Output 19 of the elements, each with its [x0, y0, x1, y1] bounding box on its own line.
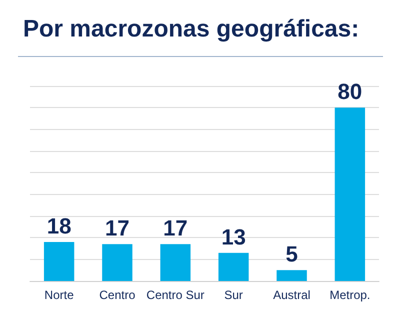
- data-label: 80: [338, 79, 362, 104]
- bar: [44, 242, 74, 281]
- chart-title: Por macrozonas geográficas:: [23, 16, 360, 42]
- data-label: 13: [221, 224, 246, 250]
- x-tick-label: Norte: [44, 288, 74, 302]
- bar: [160, 244, 191, 281]
- x-tick-label: Austral: [273, 288, 310, 302]
- bar: [276, 270, 307, 281]
- x-tick-label: Metrop.: [330, 288, 370, 302]
- bar: [102, 244, 132, 281]
- bar: [218, 252, 249, 281]
- bar: [334, 108, 366, 281]
- x-tick-label: Sur: [224, 288, 243, 302]
- x-tick-label: Centro Sur: [146, 288, 204, 302]
- data-label: 5: [286, 242, 298, 267]
- data-label: 18: [46, 214, 72, 238]
- x-tick-label: Centro: [99, 288, 136, 302]
- data-label: 17: [163, 216, 188, 241]
- data-label: 17: [105, 216, 130, 241]
